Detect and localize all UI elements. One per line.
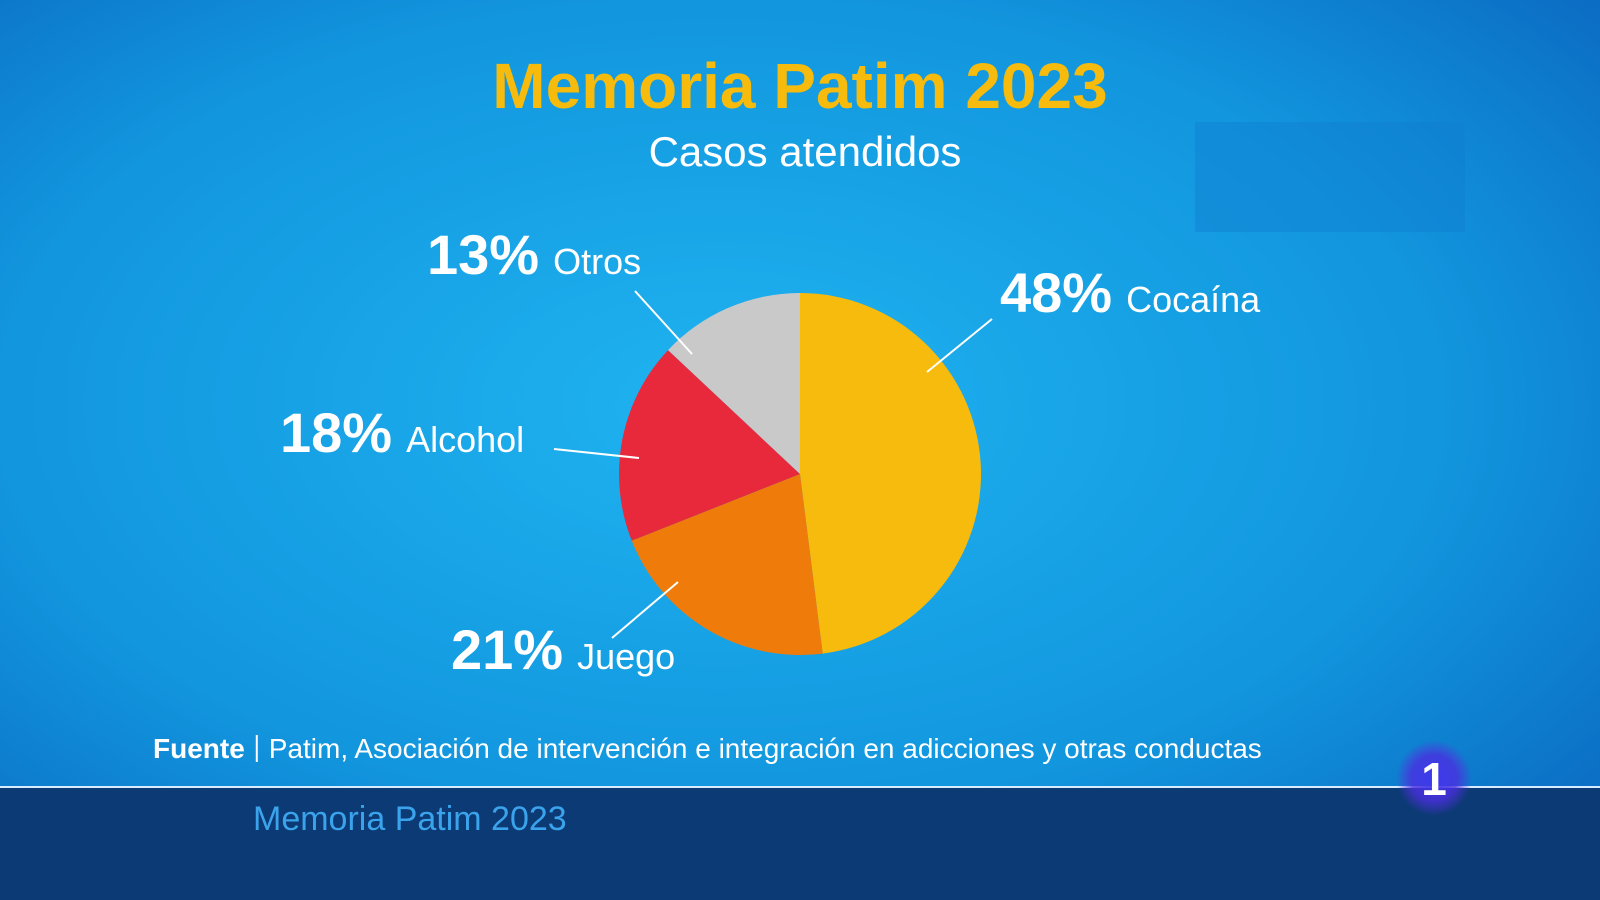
labels: 48% Cocaína 21% Juego 18% Alcohol 13% Otros bbox=[280, 223, 1261, 681]
pie bbox=[619, 293, 982, 655]
source-label: Fuente bbox=[153, 733, 245, 764]
chart-subtitle: Casos atendidos bbox=[649, 128, 962, 175]
decor bbox=[1195, 122, 1465, 232]
leader-line bbox=[611, 581, 679, 639]
category-label: Alcohol bbox=[406, 419, 524, 460]
leader-line bbox=[553, 448, 640, 459]
data-label: 21% bbox=[451, 618, 563, 681]
chart-title: Memoria Patim 2023 bbox=[492, 50, 1107, 122]
pie-slice bbox=[668, 293, 800, 474]
source: Fuente Patim, Asociación de intervención… bbox=[153, 733, 1262, 764]
lower-third bbox=[0, 788, 1600, 900]
banner: Memoria Patim 2023 bbox=[253, 800, 567, 838]
data-label: 18% bbox=[280, 401, 392, 464]
pie-slice bbox=[800, 293, 982, 654]
pie-slice bbox=[631, 474, 823, 655]
logo-glow bbox=[1396, 740, 1472, 816]
data-label: 13% bbox=[427, 223, 539, 286]
channel-logo: 1 bbox=[1421, 753, 1447, 805]
data-label: 48% bbox=[1000, 261, 1112, 324]
leader-line bbox=[634, 290, 693, 355]
pie-slice bbox=[619, 350, 800, 541]
category-label: Otros bbox=[553, 241, 641, 282]
category-label: Juego bbox=[577, 636, 675, 677]
source-text: Patim, Asociación de intervención e inte… bbox=[269, 733, 1262, 764]
category-label: Cocaína bbox=[1126, 279, 1261, 320]
leader-line bbox=[926, 318, 993, 373]
